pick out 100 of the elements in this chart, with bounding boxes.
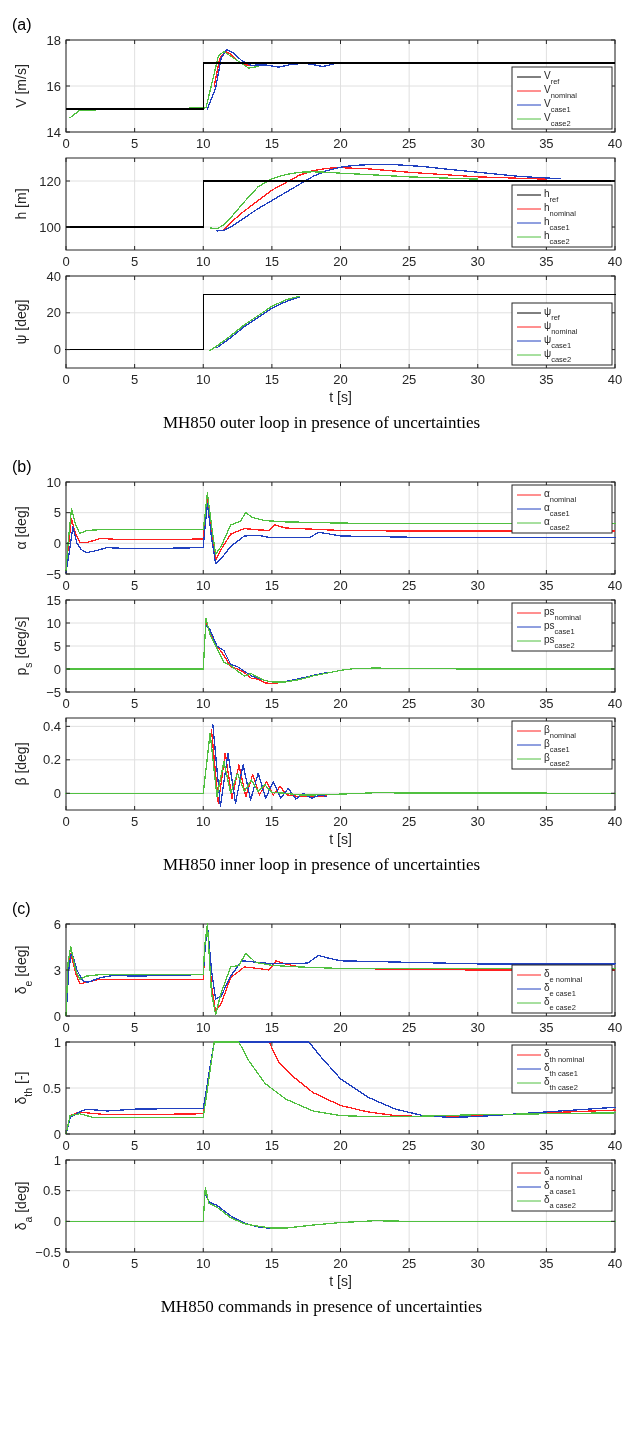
x-tick-label: 40 [607,1138,623,1153]
x-tick-label: 15 [264,136,280,151]
x-axis-title: t [s] [329,1273,352,1289]
y-tick-label: 5 [53,505,61,521]
x-tick-label: 5 [131,814,139,829]
line-series [65,923,616,1017]
chart-title: (a) [12,16,32,33]
legend-label: ps$_{case1}$ [544,620,575,636]
x-tick-label: 10 [196,1020,211,1035]
x-tick-label: 15 [264,814,280,829]
x-tick-label: 5 [131,254,139,269]
legend-label: δ$_{a nominal}$ [544,1166,583,1182]
x-tick-label: 5 [131,1020,139,1035]
y-axis-title: ψ [deg] [13,299,29,345]
y-tick-label: 0.5 [42,1080,61,1096]
x-tick-label: 10 [196,372,211,387]
x-tick-label: 40 [607,1256,623,1271]
x-tick-label: 10 [196,254,211,269]
y-tick-label: 0 [53,785,61,801]
x-tick-label: 30 [470,814,485,829]
x-tick-label: 10 [196,136,211,151]
legend-label: h$_{case1}$ [544,216,570,232]
x-tick-label: 40 [607,1020,623,1035]
legend-label: δ$_{e nominal}$ [544,968,583,984]
x-tick-label: 35 [539,814,554,829]
x-tick-label: 10 [196,1138,211,1153]
legend-label: δ$_{e case1}$ [544,982,576,998]
legend-label: ψ$_{nominal}$ [544,320,578,336]
y-axis-title: V [m/s] [13,64,29,108]
x-axis-title: t [s] [329,389,352,405]
x-tick-label: 15 [264,372,280,387]
x-tick-label: 20 [333,254,348,269]
x-tick-label: 35 [539,578,554,593]
x-tick-label: 30 [470,1256,485,1271]
x-tick-label: 20 [333,1256,348,1271]
x-tick-label: 25 [401,814,417,829]
x-tick-label: 15 [264,1020,280,1035]
legend-label: δ$_{th nominal}$ [544,1048,585,1064]
x-tick-label: 20 [333,696,348,711]
y-tick-label: −0.5 [35,1244,61,1260]
x-tick-label: 30 [470,696,485,711]
y-tick-label: 0 [53,1126,61,1142]
x-tick-label: 25 [401,1256,417,1271]
x-tick-label: 35 [539,1020,554,1035]
text: MH850 commands in presence of uncertainties [160,1297,483,1316]
x-tick-label: 40 [607,136,623,151]
y-tick-label: 1 [53,1034,61,1050]
chart-title: (b) [12,458,32,475]
y-tick-label: 0.5 [42,1183,61,1199]
y-axis-title: β [deg] [13,742,29,786]
x-tick-label: 40 [607,696,623,711]
x-tick-label: 25 [401,696,417,711]
x-tick-label: 40 [607,254,623,269]
y-tick-label: 20 [46,305,61,321]
x-tick-label: 10 [196,814,211,829]
legend-label: ψ$_{case1}$ [544,334,572,350]
legend-label: α$_{nominal}$ [544,488,577,504]
legend-label: α$_{case1}$ [544,502,570,518]
x-axis-title: t [s] [329,831,352,847]
y-tick-label: −5 [46,566,61,582]
x-tick-label: 20 [333,1138,348,1153]
x-tick-label: 40 [607,814,623,829]
legend-label: δ$_{a case1}$ [544,1180,576,1196]
y-axis-title: α [deg] [13,506,29,550]
y-tick-label: 0.2 [42,752,61,768]
legend-label: δ$_{a case2}$ [544,1194,576,1210]
x-tick-label: 5 [131,136,139,151]
y-tick-label: 16 [46,78,61,94]
legend-label: V$_{case1}$ [544,98,571,114]
legend-label: ps$_{case2}$ [544,634,575,650]
x-tick-label: 40 [607,372,623,387]
x-tick-label: 30 [470,136,485,151]
y-tick-label: 0 [53,342,61,358]
legend-label: δ$_{th case1}$ [544,1062,578,1078]
legend-label: V$_{ref}$ [544,70,561,86]
y-tick-label: 0 [53,1008,61,1024]
legend-label: V$_{nominal}$ [544,84,578,100]
legend-label: V$_{case2}$ [544,112,571,128]
x-tick-label: 40 [607,578,623,593]
y-tick-label: −5 [46,684,61,700]
text: MH850 inner loop in presence of uncertainties [162,855,481,874]
y-tick-label: 0 [53,1213,61,1229]
legend-label: h$_{case2}$ [544,230,570,246]
x-tick-label: 5 [131,578,139,593]
x-tick-label: 10 [196,578,211,593]
x-tick-label: 15 [264,254,280,269]
x-tick-label: 25 [401,1020,417,1035]
line-series [209,171,479,230]
x-tick-label: 30 [470,578,485,593]
x-tick-label: 15 [264,696,280,711]
legend-label: α$_{case2}$ [544,516,570,532]
legend-label: h$_{nominal}$ [544,202,577,218]
x-tick-label: 20 [333,1020,348,1035]
x-tick-label: 30 [470,254,485,269]
x-tick-label: 30 [470,1020,485,1035]
x-tick-label: 5 [131,372,139,387]
x-tick-label: 25 [401,1138,417,1153]
y-tick-label: 14 [46,124,61,140]
legend-label: ψ$_{case2}$ [544,348,572,364]
y-tick-label: 0 [53,535,61,551]
